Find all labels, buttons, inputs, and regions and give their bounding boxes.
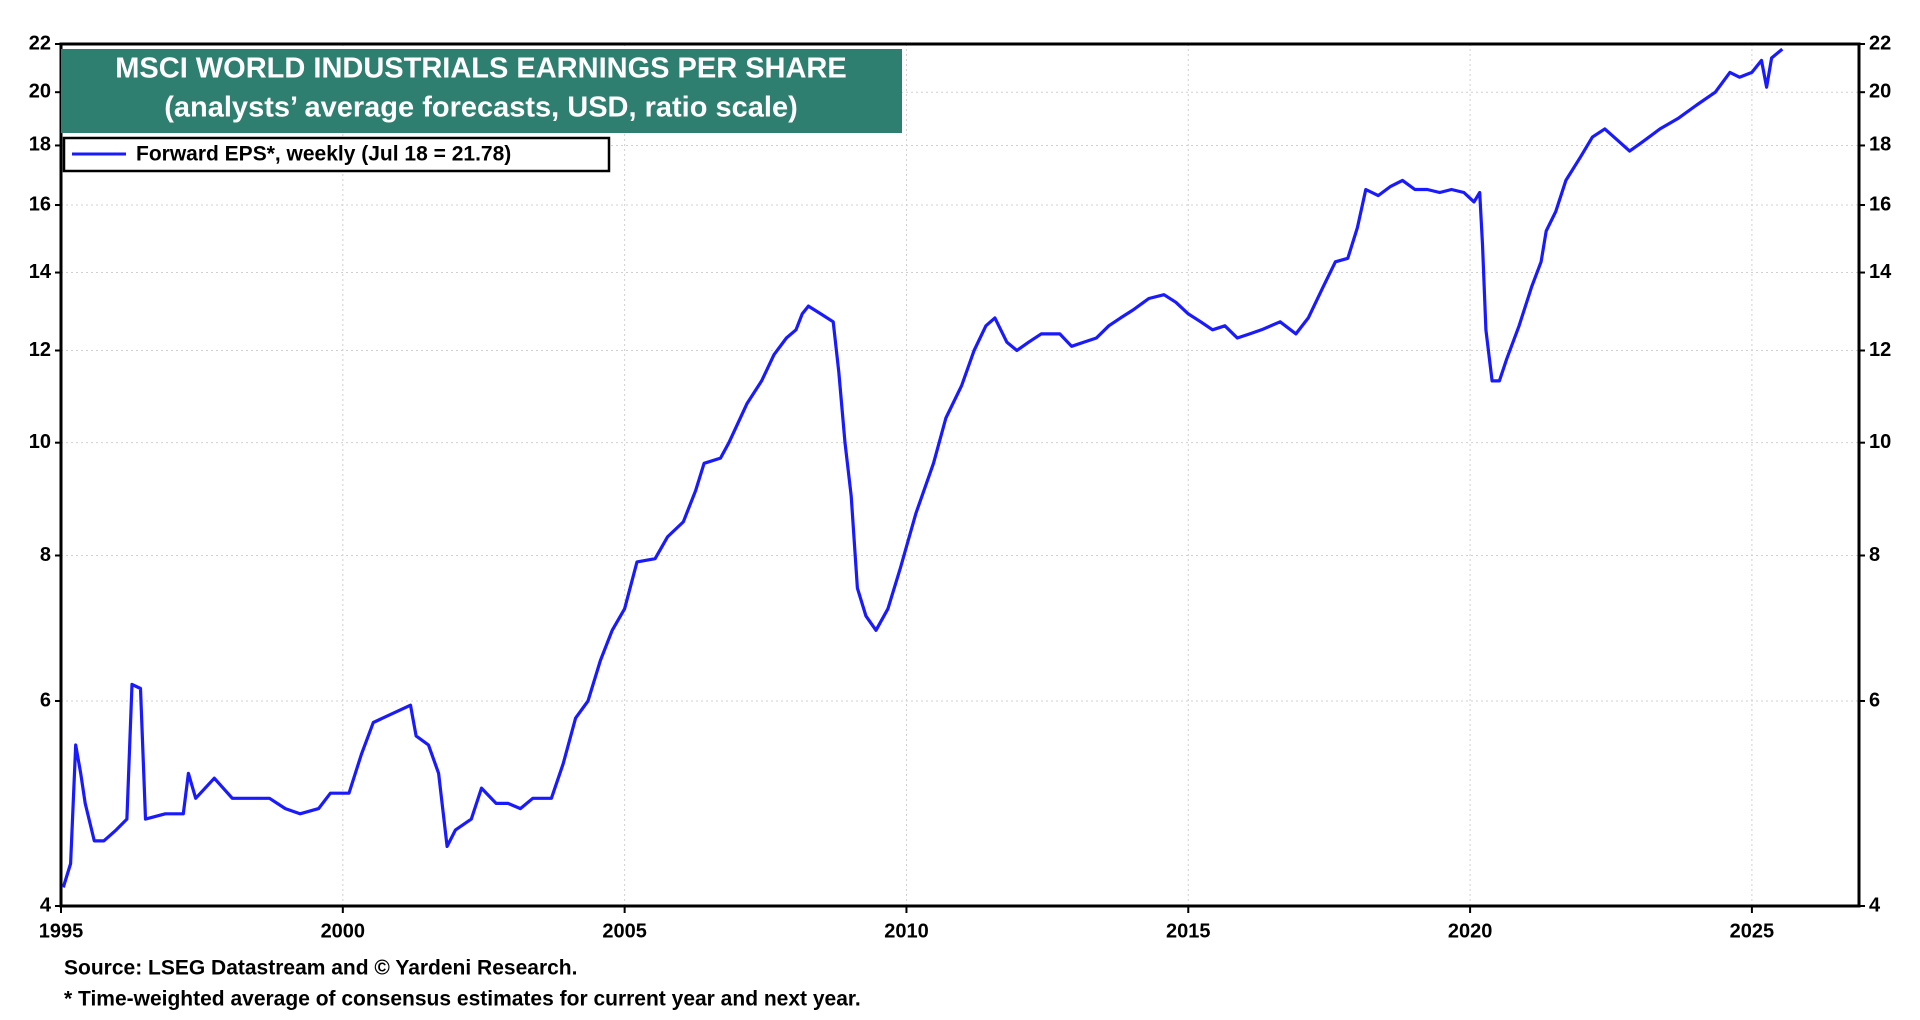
y2-tick-label: 22: [1869, 32, 1891, 54]
y-tick-label: 12: [29, 339, 51, 361]
y-tick-label: 22: [29, 32, 51, 54]
y2-tick-label: 4: [1869, 894, 1881, 916]
chart-title: MSCI WORLD INDUSTRIALS EARNINGS PER SHAR…: [115, 53, 846, 85]
x-tick-label: 2005: [602, 920, 647, 942]
y2-tick-label: 14: [1869, 261, 1892, 283]
y-tick-label: 10: [29, 431, 51, 453]
x-tick-label: 2010: [884, 920, 929, 942]
title-box: [61, 49, 902, 133]
y2-tick-label: 10: [1869, 431, 1891, 453]
legend-box: [62, 136, 611, 173]
x-tick-label: 2020: [1448, 920, 1493, 942]
y-tick-label: 8: [40, 544, 51, 566]
y2-tick-label: 6: [1869, 689, 1880, 711]
y-tick-label: 4: [40, 894, 52, 916]
chart-subtitle: (analysts’ average forecasts, USD, ratio…: [164, 92, 797, 124]
y-tick-label: 16: [29, 193, 51, 215]
grid: [60, 43, 1859, 907]
y2-tick-label: 12: [1869, 339, 1891, 361]
legend-label: Forward EPS*, weekly (Jul 18 = 21.78): [136, 143, 511, 166]
x-tick-label: 2025: [1730, 920, 1775, 942]
y2-tick-label: 8: [1869, 544, 1880, 566]
x-tick-label: 1995: [39, 920, 84, 942]
x-tick-label: 2015: [1166, 920, 1211, 942]
y2-tick-label: 18: [1869, 134, 1891, 156]
y-tick-label: 18: [29, 134, 51, 156]
y2-tick-label: 20: [1869, 80, 1891, 102]
x-tick-label: 2000: [321, 920, 366, 942]
y-tick-label: 14: [29, 261, 52, 283]
series-line: [61, 47, 1784, 888]
y-tick-label: 20: [29, 80, 51, 102]
plot-frame: [59, 42, 1861, 908]
source-note: Source: LSEG Datastream and © Yardeni Re…: [64, 957, 577, 980]
y-tick-label: 6: [40, 689, 51, 711]
y2-tick-label: 16: [1869, 193, 1891, 215]
footnote: * Time-weighted average of consensus est…: [64, 988, 861, 1011]
